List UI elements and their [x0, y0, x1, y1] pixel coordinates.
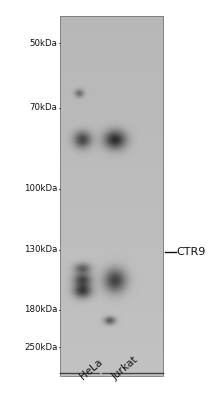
- Text: 130kDa: 130kDa: [24, 246, 57, 254]
- Text: HeLa: HeLa: [78, 358, 104, 382]
- Text: Jurkat: Jurkat: [111, 355, 140, 382]
- Bar: [60, 16, 163, 376]
- Text: 70kDa: 70kDa: [30, 104, 57, 112]
- Text: 100kDa: 100kDa: [24, 184, 57, 193]
- Text: 180kDa: 180kDa: [24, 306, 57, 314]
- Text: CTR9: CTR9: [177, 247, 206, 257]
- Text: 50kDa: 50kDa: [30, 39, 57, 48]
- Text: 250kDa: 250kDa: [24, 343, 57, 352]
